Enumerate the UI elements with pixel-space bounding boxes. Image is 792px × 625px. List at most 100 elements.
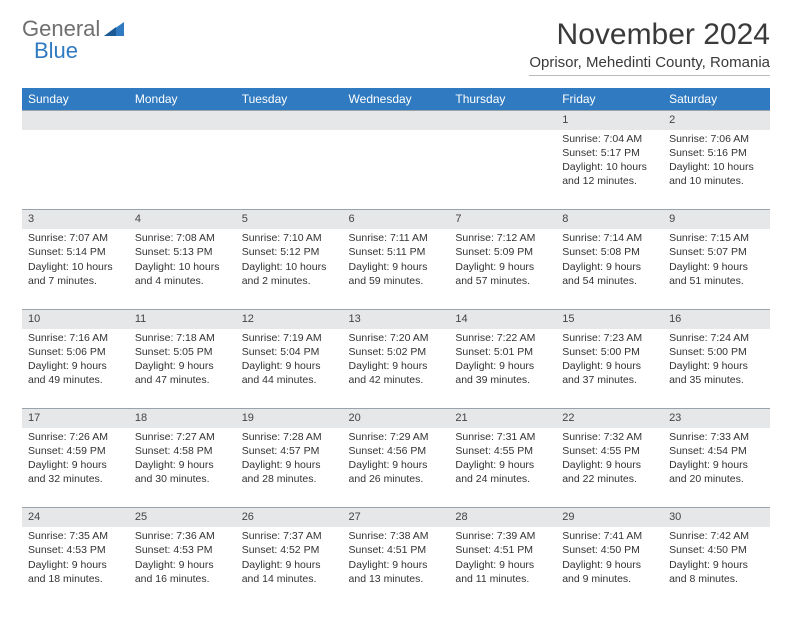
sunrise-text: Sunrise: 7:22 AM [455,331,550,345]
day-cell [129,130,236,210]
day-cell: Sunrise: 7:16 AMSunset: 5:06 PMDaylight:… [22,329,129,409]
day-cell: Sunrise: 7:26 AMSunset: 4:59 PMDaylight:… [22,428,129,508]
calendar-page: General Blue November 2024 Oprisor, Mehe… [0,0,792,625]
sunrise-text: Sunrise: 7:20 AM [349,331,444,345]
weekday-header: Monday [129,88,236,111]
day-cell: Sunrise: 7:23 AMSunset: 5:00 PMDaylight:… [556,329,663,409]
day-number: 27 [343,508,450,527]
sunset-text: Sunset: 4:50 PM [669,543,764,557]
day1-text: Daylight: 9 hours [349,458,444,472]
day-cell: Sunrise: 7:33 AMSunset: 4:54 PMDaylight:… [663,428,770,508]
sunset-text: Sunset: 4:58 PM [135,444,230,458]
weekday-header-row: Sunday Monday Tuesday Wednesday Thursday… [22,88,770,111]
day-data-row: Sunrise: 7:26 AMSunset: 4:59 PMDaylight:… [22,428,770,508]
day-cell: Sunrise: 7:15 AMSunset: 5:07 PMDaylight:… [663,229,770,309]
day-data-row: Sunrise: 7:07 AMSunset: 5:14 PMDaylight:… [22,229,770,309]
sunset-text: Sunset: 5:08 PM [562,245,657,259]
sunset-text: Sunset: 5:11 PM [349,245,444,259]
logo-text-blue: Blue [34,40,124,62]
day2-text: and 39 minutes. [455,373,550,387]
sunrise-text: Sunrise: 7:38 AM [349,529,444,543]
sunrise-text: Sunrise: 7:41 AM [562,529,657,543]
day-number: 3 [22,210,129,229]
day1-text: Daylight: 9 hours [135,558,230,572]
day1-text: Daylight: 10 hours [669,160,764,174]
sunset-text: Sunset: 5:00 PM [562,345,657,359]
sunrise-text: Sunrise: 7:23 AM [562,331,657,345]
month-title: November 2024 [529,18,770,52]
day1-text: Daylight: 9 hours [455,260,550,274]
sunset-text: Sunset: 4:52 PM [242,543,337,557]
day-cell: Sunrise: 7:11 AMSunset: 5:11 PMDaylight:… [343,229,450,309]
day-number [449,111,556,130]
sunrise-text: Sunrise: 7:18 AM [135,331,230,345]
weekday-header: Wednesday [343,88,450,111]
sunrise-text: Sunrise: 7:28 AM [242,430,337,444]
sunset-text: Sunset: 4:56 PM [349,444,444,458]
sunrise-text: Sunrise: 7:04 AM [562,132,657,146]
day-data-row: Sunrise: 7:04 AMSunset: 5:17 PMDaylight:… [22,130,770,210]
day-cell: Sunrise: 7:41 AMSunset: 4:50 PMDaylight:… [556,527,663,607]
sunset-text: Sunset: 5:06 PM [28,345,123,359]
sunrise-text: Sunrise: 7:12 AM [455,231,550,245]
day-number [236,111,343,130]
day2-text: and 49 minutes. [28,373,123,387]
logo-triangle-icon [104,22,124,36]
day1-text: Daylight: 9 hours [28,359,123,373]
day2-text: and 16 minutes. [135,572,230,586]
day2-text: and 42 minutes. [349,373,444,387]
day-number: 4 [129,210,236,229]
day2-text: and 4 minutes. [135,274,230,288]
day-number: 9 [663,210,770,229]
day1-text: Daylight: 9 hours [669,458,764,472]
day1-text: Daylight: 10 hours [242,260,337,274]
sunset-text: Sunset: 4:53 PM [28,543,123,557]
day-cell: Sunrise: 7:35 AMSunset: 4:53 PMDaylight:… [22,527,129,607]
day-number: 21 [449,409,556,428]
sunset-text: Sunset: 5:05 PM [135,345,230,359]
sunset-text: Sunset: 4:55 PM [562,444,657,458]
sunrise-text: Sunrise: 7:16 AM [28,331,123,345]
logo: General Blue [22,18,124,62]
day1-text: Daylight: 9 hours [455,458,550,472]
sunset-text: Sunset: 4:55 PM [455,444,550,458]
day2-text: and 2 minutes. [242,274,337,288]
day-number: 19 [236,409,343,428]
location: Oprisor, Mehedinti County, Romania [529,54,770,76]
day2-text: and 24 minutes. [455,472,550,486]
day1-text: Daylight: 9 hours [669,558,764,572]
day2-text: and 54 minutes. [562,274,657,288]
sunrise-text: Sunrise: 7:35 AM [28,529,123,543]
day2-text: and 59 minutes. [349,274,444,288]
calendar-table: Sunday Monday Tuesday Wednesday Thursday… [22,88,770,607]
day-number: 15 [556,309,663,328]
day-number-row: 12 [22,111,770,130]
weekday-header: Thursday [449,88,556,111]
day-cell: Sunrise: 7:08 AMSunset: 5:13 PMDaylight:… [129,229,236,309]
day1-text: Daylight: 9 hours [242,359,337,373]
day-number-row: 3456789 [22,210,770,229]
day1-text: Daylight: 9 hours [562,260,657,274]
sunset-text: Sunset: 5:04 PM [242,345,337,359]
sunset-text: Sunset: 4:51 PM [455,543,550,557]
day-cell: Sunrise: 7:31 AMSunset: 4:55 PMDaylight:… [449,428,556,508]
day1-text: Daylight: 9 hours [562,458,657,472]
day-number: 2 [663,111,770,130]
day-number: 10 [22,309,129,328]
day-cell [343,130,450,210]
day-cell: Sunrise: 7:32 AMSunset: 4:55 PMDaylight:… [556,428,663,508]
day1-text: Daylight: 9 hours [242,458,337,472]
sunrise-text: Sunrise: 7:06 AM [669,132,764,146]
sunrise-text: Sunrise: 7:31 AM [455,430,550,444]
day-number: 13 [343,309,450,328]
day1-text: Daylight: 9 hours [669,359,764,373]
day-number: 25 [129,508,236,527]
day2-text: and 26 minutes. [349,472,444,486]
day2-text: and 37 minutes. [562,373,657,387]
day2-text: and 18 minutes. [28,572,123,586]
day-cell: Sunrise: 7:14 AMSunset: 5:08 PMDaylight:… [556,229,663,309]
day1-text: Daylight: 9 hours [349,260,444,274]
day-cell: Sunrise: 7:24 AMSunset: 5:00 PMDaylight:… [663,329,770,409]
day1-text: Daylight: 9 hours [455,558,550,572]
sunrise-text: Sunrise: 7:10 AM [242,231,337,245]
